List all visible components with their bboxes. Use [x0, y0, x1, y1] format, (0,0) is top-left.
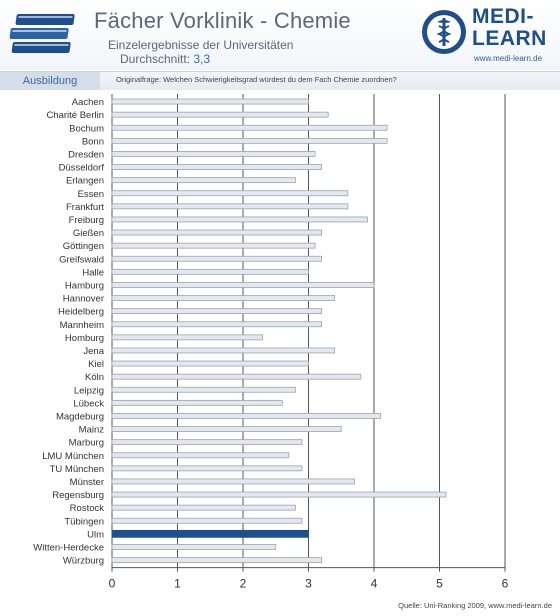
bar	[111, 295, 336, 301]
bar	[111, 308, 323, 315]
bar	[111, 334, 264, 341]
bar	[111, 413, 381, 419]
bar	[111, 164, 323, 170]
bar	[111, 255, 323, 262]
bar	[111, 151, 316, 157]
header: Fächer Vorklinik - Chemie Einzelergebnis…	[0, 0, 560, 70]
bar	[111, 439, 303, 446]
bar	[111, 360, 309, 367]
bar	[111, 478, 355, 485]
category-label: Heidelberg	[58, 307, 104, 318]
x-tick-label: 0	[109, 577, 116, 591]
category-label: Mainz	[79, 425, 105, 436]
category-bar: Ausbildung Originalfrage: Welchen Schwie…	[0, 71, 560, 90]
bar	[111, 98, 309, 105]
bar	[111, 229, 323, 236]
bar	[111, 544, 277, 550]
category-label: Freiburg	[69, 215, 104, 226]
bar	[111, 111, 329, 118]
bar	[111, 124, 388, 131]
caduceus-icon	[422, 10, 466, 54]
category-label: Dresden	[68, 149, 104, 160]
question-text: Originalfrage: Welchen Schwierigkeitsgra…	[116, 75, 397, 84]
bar	[111, 504, 296, 511]
category-label: Köln	[85, 372, 104, 383]
category-label: Kiel	[88, 359, 104, 370]
average-value: 3,3	[193, 52, 211, 66]
bar	[111, 137, 388, 144]
category-label: Frankfurt	[66, 202, 104, 213]
category-label: Homburg	[65, 333, 104, 344]
x-tick-label: 1	[174, 577, 181, 591]
source-note: Quelle: Uni-Ranking 2009, www.medi-learn…	[398, 601, 552, 610]
category-label: Witten-Herdecke	[33, 542, 104, 553]
category-label: Regensburg	[52, 490, 104, 501]
x-tick-label: 4	[371, 577, 378, 591]
category-label: Würzburg	[63, 556, 104, 567]
category-label: Rostock	[70, 503, 105, 514]
bar	[111, 282, 375, 288]
category-label: Lübeck	[73, 398, 104, 409]
logo-text-line2: LEARN	[472, 27, 547, 50]
x-tick-label: 3	[305, 577, 312, 591]
logo-url: www.medi-learn.de	[474, 54, 543, 63]
category-label: Magdeburg	[56, 411, 104, 422]
category-label: Aachen	[72, 97, 104, 108]
logo-text-line1: MEDI-	[472, 5, 534, 28]
bar	[111, 347, 336, 354]
category-label: Hamburg	[65, 280, 104, 291]
category-label: Charité Berlin	[46, 110, 104, 121]
subtitle-text: Einzelergebnisse der Universitäten	[108, 38, 294, 52]
category-label: Münster	[70, 477, 104, 488]
category-label: Jena	[83, 346, 104, 357]
bar	[111, 268, 309, 275]
average-label: Durchschnitt:	[120, 52, 191, 66]
bar	[111, 216, 368, 223]
bar	[111, 426, 342, 432]
category-label: Bochum	[69, 123, 104, 134]
bar	[111, 177, 296, 184]
bar	[111, 321, 323, 328]
bar	[111, 242, 316, 249]
bar	[111, 373, 362, 380]
bar	[111, 557, 323, 563]
medi-learn-logo: MEDI- LEARN www.medi-learn.de	[420, 6, 560, 70]
average-line: Durchschnitt: 3,3	[108, 52, 293, 66]
bar	[111, 386, 296, 393]
bar-chart: 0 1 2 3 4 5 6 Aachen Charité Berlin Bochum Bonn Dre…	[33, 94, 509, 591]
category-label: Bonn	[82, 136, 104, 147]
category-label: Leipzig	[74, 385, 104, 396]
x-tick-label: 6	[502, 577, 509, 591]
category-label: Marburg	[69, 438, 104, 449]
x-tick-label: 5	[436, 577, 443, 591]
bar	[111, 190, 349, 197]
page-subtitle: Einzelergebnisse der Universitäten Durch…	[108, 38, 293, 66]
category-label: Ausbildung	[0, 72, 100, 90]
category-label: Gießen	[73, 228, 104, 239]
bar	[111, 517, 303, 524]
page-title: Fächer Vorklinik - Chemie	[94, 8, 351, 33]
books-icon	[9, 14, 75, 53]
bar	[111, 452, 290, 459]
bar	[111, 529, 309, 538]
bar	[111, 203, 349, 210]
category-label: Düsseldorf	[59, 163, 105, 174]
category-label: Hannover	[63, 294, 104, 305]
category-label: Halle	[82, 267, 104, 278]
category-label: TU München	[50, 464, 104, 475]
category-label: Essen	[78, 189, 104, 200]
category-label: Ulm	[87, 529, 104, 540]
category-label: Göttingen	[63, 241, 104, 252]
bar	[111, 465, 303, 472]
category-label: Greifswald	[59, 254, 104, 265]
x-tick-label: 2	[240, 577, 247, 591]
bar	[111, 491, 447, 498]
bar	[111, 399, 283, 406]
category-label: Mannheim	[60, 320, 104, 331]
category-label: LMU München	[42, 451, 104, 462]
logo-text: MEDI- LEARN	[472, 6, 547, 50]
category-label: Erlangen	[66, 176, 104, 187]
category-label: Tübingen	[64, 516, 104, 527]
